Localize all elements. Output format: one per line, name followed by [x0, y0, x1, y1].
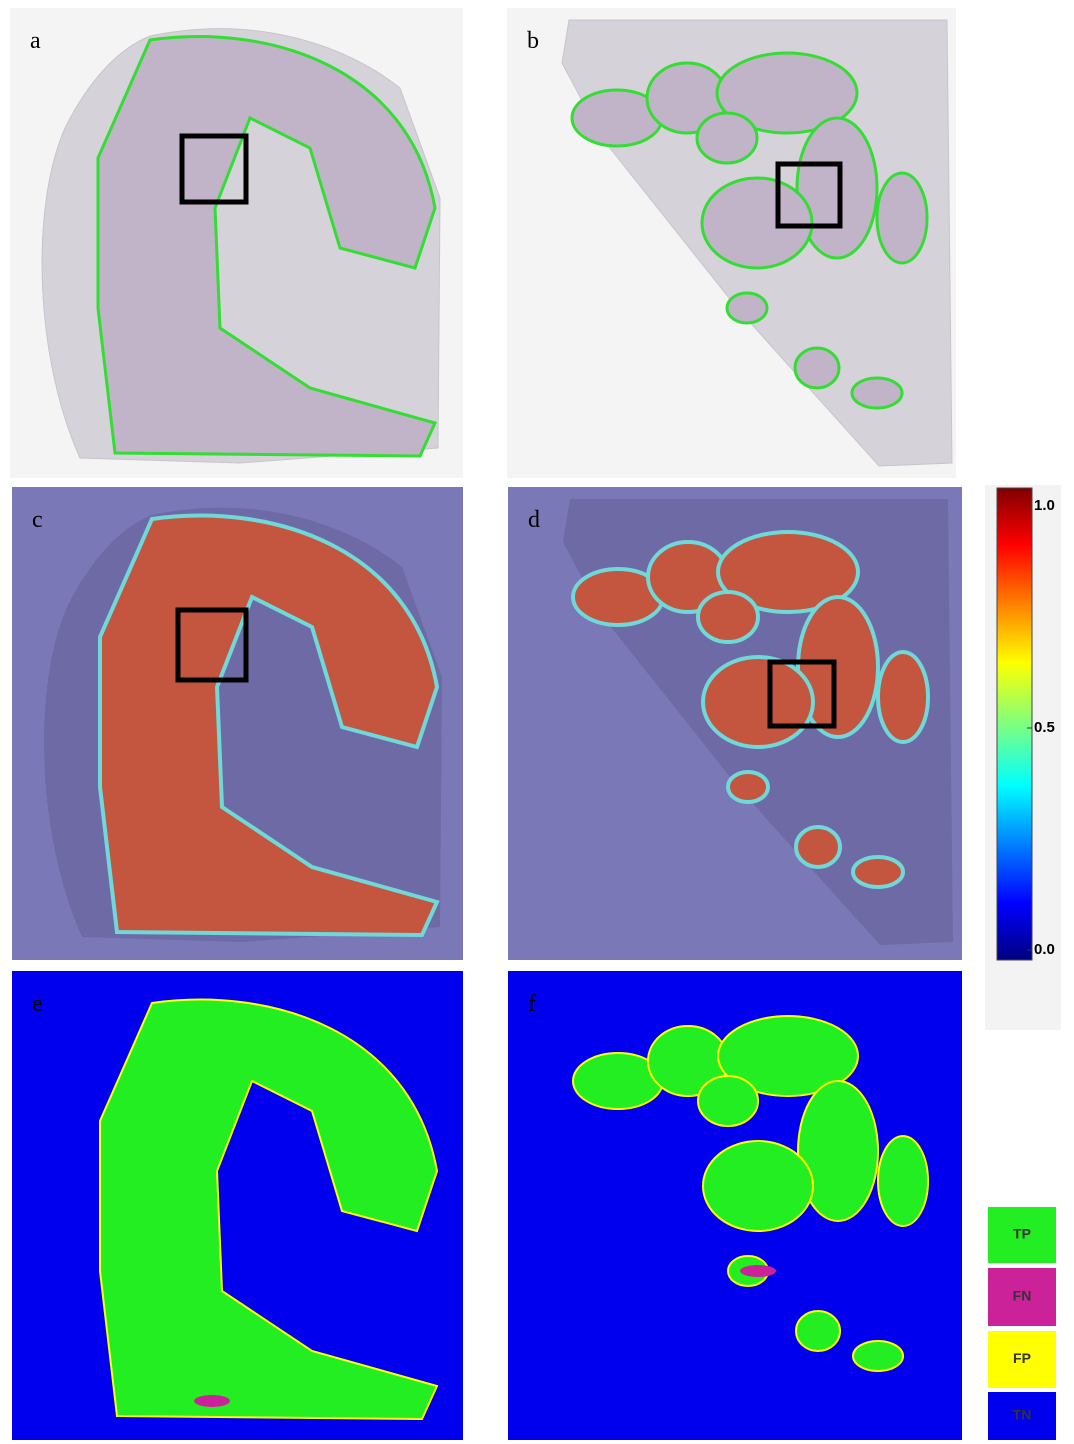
legend-label: FN — [1013, 1288, 1032, 1304]
panel: f — [508, 971, 962, 1440]
panel-label: f — [528, 991, 536, 1017]
panel: a — [10, 8, 463, 478]
panel-label: a — [30, 28, 41, 54]
panel: e — [12, 971, 463, 1440]
figure: a b c d e f 0.0 0.5 1.0 TP FN FP TN — [0, 0, 1074, 1444]
colorbar-tick-label: 0.5 — [1034, 719, 1055, 736]
legend-label: FP — [1013, 1350, 1031, 1366]
panel-label: d — [528, 507, 540, 533]
colorbar-tick-label: 0.0 — [1034, 941, 1055, 958]
legend-label: TN — [1013, 1407, 1032, 1423]
panel: c — [12, 487, 463, 960]
page: abcdef 0.00.51.0TPFNFPTN (() => { const … — [0, 0, 1074, 1444]
panel: d — [508, 487, 962, 960]
colorbar-tick-label: 1.0 — [1034, 497, 1055, 514]
colorbar — [997, 488, 1032, 960]
panel-label: e — [32, 991, 43, 1017]
panel-label: b — [527, 28, 539, 54]
false-negative — [740, 1265, 776, 1277]
panel-label: c — [32, 507, 43, 533]
legend-label: TP — [1013, 1226, 1031, 1242]
panel: b — [507, 8, 956, 478]
false-negative — [194, 1395, 230, 1407]
